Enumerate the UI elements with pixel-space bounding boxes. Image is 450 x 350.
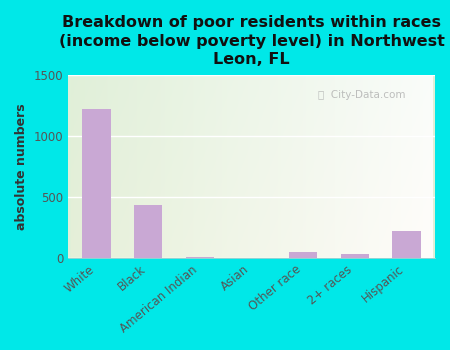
Bar: [289, 252, 317, 258]
Y-axis label: absolute numbers: absolute numbers: [15, 103, 28, 230]
Title: Breakdown of poor residents within races
(income below poverty level) in Northwe: Breakdown of poor residents within races…: [58, 15, 445, 67]
Bar: [341, 254, 369, 258]
Bar: [392, 231, 421, 258]
Bar: [185, 257, 214, 258]
Bar: [134, 204, 162, 258]
Bar: [82, 110, 111, 258]
Text: ⓘ  City-Data.com: ⓘ City-Data.com: [318, 90, 405, 100]
